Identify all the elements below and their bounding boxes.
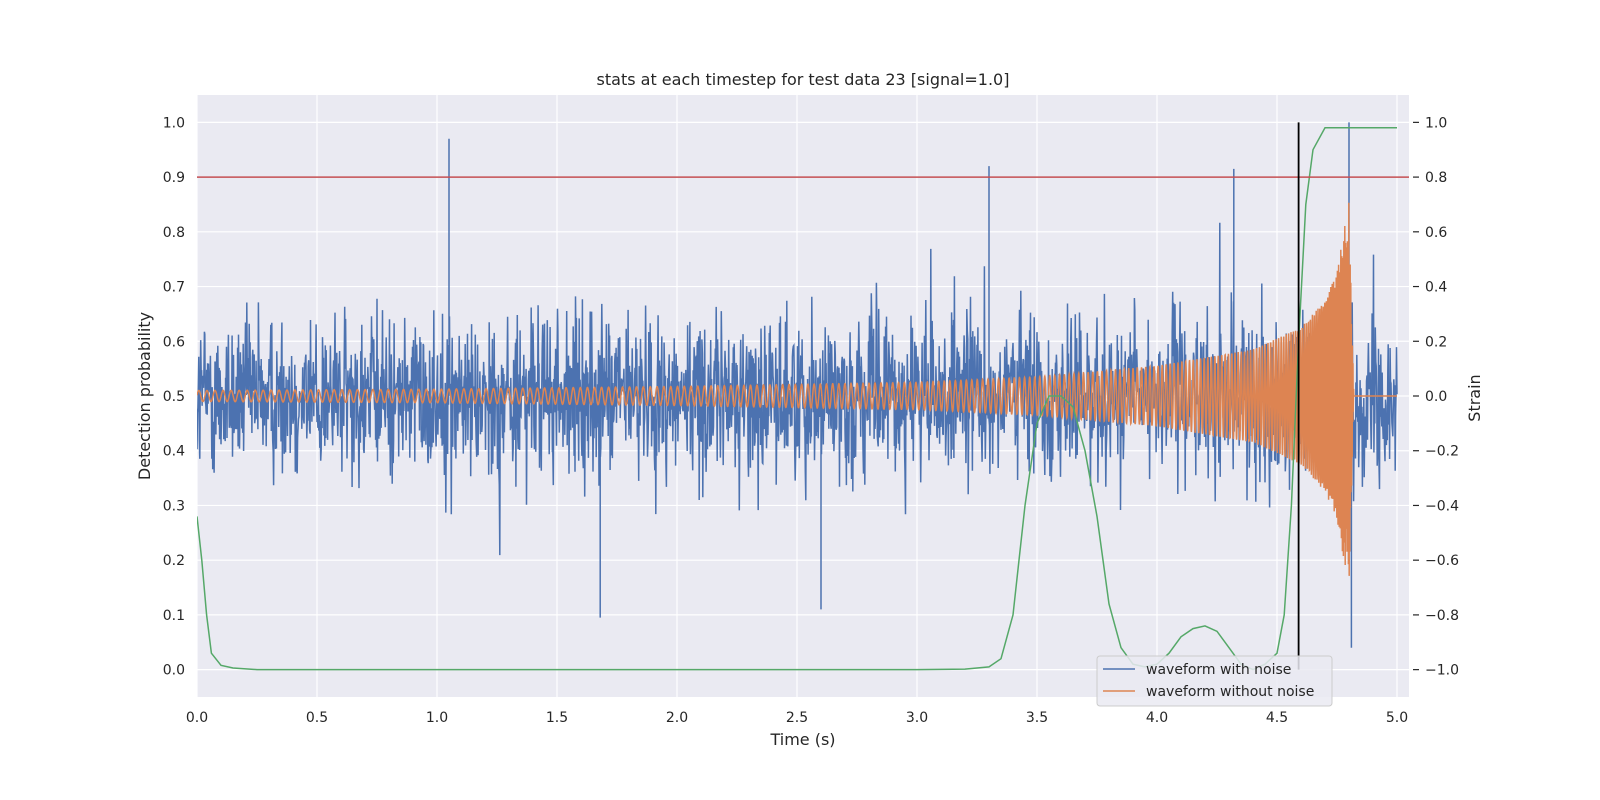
right-y-tick-label: −0.2 bbox=[1425, 444, 1459, 460]
right-y-tick-label: 0.2 bbox=[1425, 334, 1447, 350]
right-y-axis-ticks: −1.0 −0.8 −0.6 −0.4 −0.2 0.0 0.2 0.4 0.6 0.8 1.0 bbox=[1413, 115, 1459, 679]
chart-title: stats at each timestep for test data 23 … bbox=[597, 70, 1010, 89]
x-tick-label: 3.0 bbox=[906, 710, 928, 726]
left-y-tick-label: 0.6 bbox=[163, 334, 185, 350]
left-y-tick-label: 0.3 bbox=[163, 498, 185, 514]
x-tick-label: 4.5 bbox=[1266, 710, 1288, 726]
series-waveform-without-noise bbox=[197, 202, 1397, 576]
right-y-tick-label: 0.0 bbox=[1425, 389, 1447, 405]
right-y-tick-label: −1.0 bbox=[1425, 663, 1459, 679]
legend-label-waveform-without-noise: waveform without noise bbox=[1146, 684, 1314, 700]
x-axis-ticks: 0.0 0.5 1.0 1.5 2.0 2.5 3.0 3.5 4.0 4.5 5.0 bbox=[186, 710, 1408, 726]
left-y-tick-label: 0.7 bbox=[163, 280, 185, 296]
right-y-tick-label: 0.6 bbox=[1425, 225, 1447, 241]
x-tick-label: 4.0 bbox=[1146, 710, 1168, 726]
series-detection-probability bbox=[197, 127, 1397, 671]
left-y-tick-label: 1.0 bbox=[163, 115, 185, 131]
left-y-tick-label: 0.5 bbox=[163, 389, 185, 405]
x-axis-label: Time (s) bbox=[769, 730, 835, 749]
x-tick-label: 0.5 bbox=[306, 710, 328, 726]
x-tick-label: 1.0 bbox=[426, 710, 448, 726]
left-y-tick-label: 0.4 bbox=[163, 444, 185, 460]
x-tick-label: 2.5 bbox=[786, 710, 808, 726]
right-y-tick-label: 1.0 bbox=[1425, 115, 1447, 131]
left-y-tick-label: 0.8 bbox=[163, 225, 185, 241]
x-tick-label: 5.0 bbox=[1386, 710, 1408, 726]
left-y-axis-label: Detection probability bbox=[135, 312, 154, 480]
x-tick-label: 1.5 bbox=[546, 710, 568, 726]
right-y-tick-label: 0.4 bbox=[1425, 280, 1447, 296]
left-y-axis-ticks: 0.0 0.1 0.2 0.3 0.4 0.5 0.6 0.7 0.8 0.9 1.0 bbox=[163, 115, 185, 678]
x-tick-label: 3.5 bbox=[1026, 710, 1048, 726]
x-tick-label: 2.0 bbox=[666, 710, 688, 726]
right-y-tick-label: −0.4 bbox=[1425, 498, 1459, 514]
right-y-tick-label: 0.8 bbox=[1425, 170, 1447, 186]
left-y-tick-label: 0.1 bbox=[163, 608, 185, 624]
legend: waveform with noise waveform without noi… bbox=[1096, 655, 1333, 707]
left-y-tick-label: 0.9 bbox=[163, 170, 185, 186]
left-y-tick-label: 0.0 bbox=[163, 663, 185, 679]
right-y-tick-label: −0.6 bbox=[1425, 553, 1459, 569]
x-tick-label: 0.0 bbox=[186, 710, 208, 726]
left-y-tick-label: 0.2 bbox=[163, 553, 185, 569]
right-y-tick-label: −0.8 bbox=[1425, 608, 1459, 624]
legend-label-waveform-with-noise: waveform with noise bbox=[1146, 662, 1291, 678]
right-y-axis-label: Strain bbox=[1465, 374, 1484, 421]
legend-box bbox=[1096, 655, 1333, 707]
